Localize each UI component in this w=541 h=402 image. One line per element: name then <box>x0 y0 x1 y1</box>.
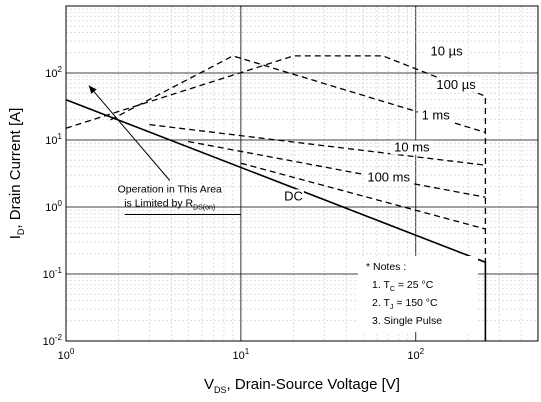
y-tick-label-3: 100 <box>45 199 62 214</box>
y-axis-label-rest: , Drain Current [A] <box>7 108 24 229</box>
series-label-background <box>425 44 469 59</box>
note-item-3: 3. Single Pulse <box>372 315 442 327</box>
x-axis-label-sub: DS <box>214 385 227 395</box>
series-line-6 <box>65 98 487 341</box>
y-tick-labels: 10-2 10-1 100 101 102 <box>43 65 63 348</box>
series-label-background <box>363 170 414 185</box>
x-axis-label: VDS, Drain-Source Voltage [V] <box>204 376 400 395</box>
series-line-4 <box>188 140 486 198</box>
series-label-background <box>430 77 482 92</box>
series-line-1 <box>65 55 487 263</box>
series-label-background <box>390 140 434 155</box>
y-axis-label-main: I <box>7 235 24 239</box>
y-tick-label-5: 102 <box>45 65 62 80</box>
y-tick-label-2: 10-1 <box>43 266 63 281</box>
annotation-arrow <box>88 85 171 181</box>
x-axis-label-main: V <box>204 376 214 393</box>
rdson-annotation: Operation in This Area is Limited by RDS… <box>88 85 241 215</box>
series-label-background <box>417 108 454 123</box>
x-tick-labels: 100 101 102 <box>58 347 425 362</box>
series-label-4: 10 ms <box>394 139 430 154</box>
series-label-5: 100 ms <box>367 169 410 184</box>
y-axis-label-sub: D <box>16 228 26 235</box>
plot-frame <box>65 5 539 342</box>
annotation-subscript: DS(on) <box>193 204 215 211</box>
series-line-3 <box>149 123 486 166</box>
series-label-6: DC <box>284 188 303 203</box>
y-tick-label-1: 10-2 <box>43 333 63 348</box>
note-item-2: 2. TJ = 150 °C <box>372 297 438 311</box>
annotation-line-1: Operation in This Area <box>118 183 222 195</box>
notes-box: * Notes : 1. TC = 25 °C 2. TJ = 150 °C 3. … <box>358 256 478 332</box>
x-tick-label-3: 102 <box>407 347 424 362</box>
series-label-background <box>283 189 304 204</box>
series-label-3: 1 ms <box>422 107 451 122</box>
notes-background <box>358 256 478 332</box>
series-line-5 <box>240 162 486 230</box>
series-label-2: 100 µs <box>436 77 476 92</box>
note-item-1: 1. TC = 25 °C <box>372 279 434 293</box>
x-tick-label-1: 100 <box>58 347 75 362</box>
series-labels: 10 µs 100 µs 1 ms 10 ms 100 ms DC <box>283 43 482 204</box>
y-tick-label-4: 101 <box>45 132 62 147</box>
x-tick-label-2: 101 <box>233 347 250 362</box>
notes-title: * Notes : <box>366 261 406 273</box>
annotation-line-2: is Limited by RDS(on) <box>124 197 215 211</box>
y-axis-label: ID, Drain Current [A] <box>7 108 26 240</box>
series-line-2 <box>110 55 486 134</box>
series-label-1: 10 µs <box>431 43 464 58</box>
annotation-arrowhead <box>88 85 97 94</box>
x-axis-label-rest: , Drain-Source Voltage [V] <box>227 376 400 393</box>
annotation-text: is Limited by R <box>124 197 193 209</box>
series-group <box>65 55 487 341</box>
